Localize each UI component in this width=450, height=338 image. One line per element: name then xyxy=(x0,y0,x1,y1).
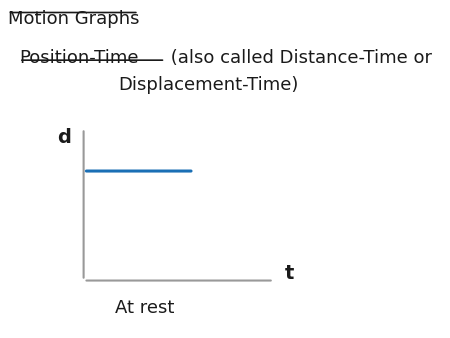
Text: At rest: At rest xyxy=(115,299,174,317)
Text: Motion Graphs: Motion Graphs xyxy=(8,10,139,28)
Text: (also called Distance-Time or: (also called Distance-Time or xyxy=(165,49,432,67)
Text: t: t xyxy=(285,264,294,283)
Text: d: d xyxy=(57,128,71,147)
Text: Position-Time: Position-Time xyxy=(19,49,139,67)
Text: Displacement-Time): Displacement-Time) xyxy=(118,76,298,94)
